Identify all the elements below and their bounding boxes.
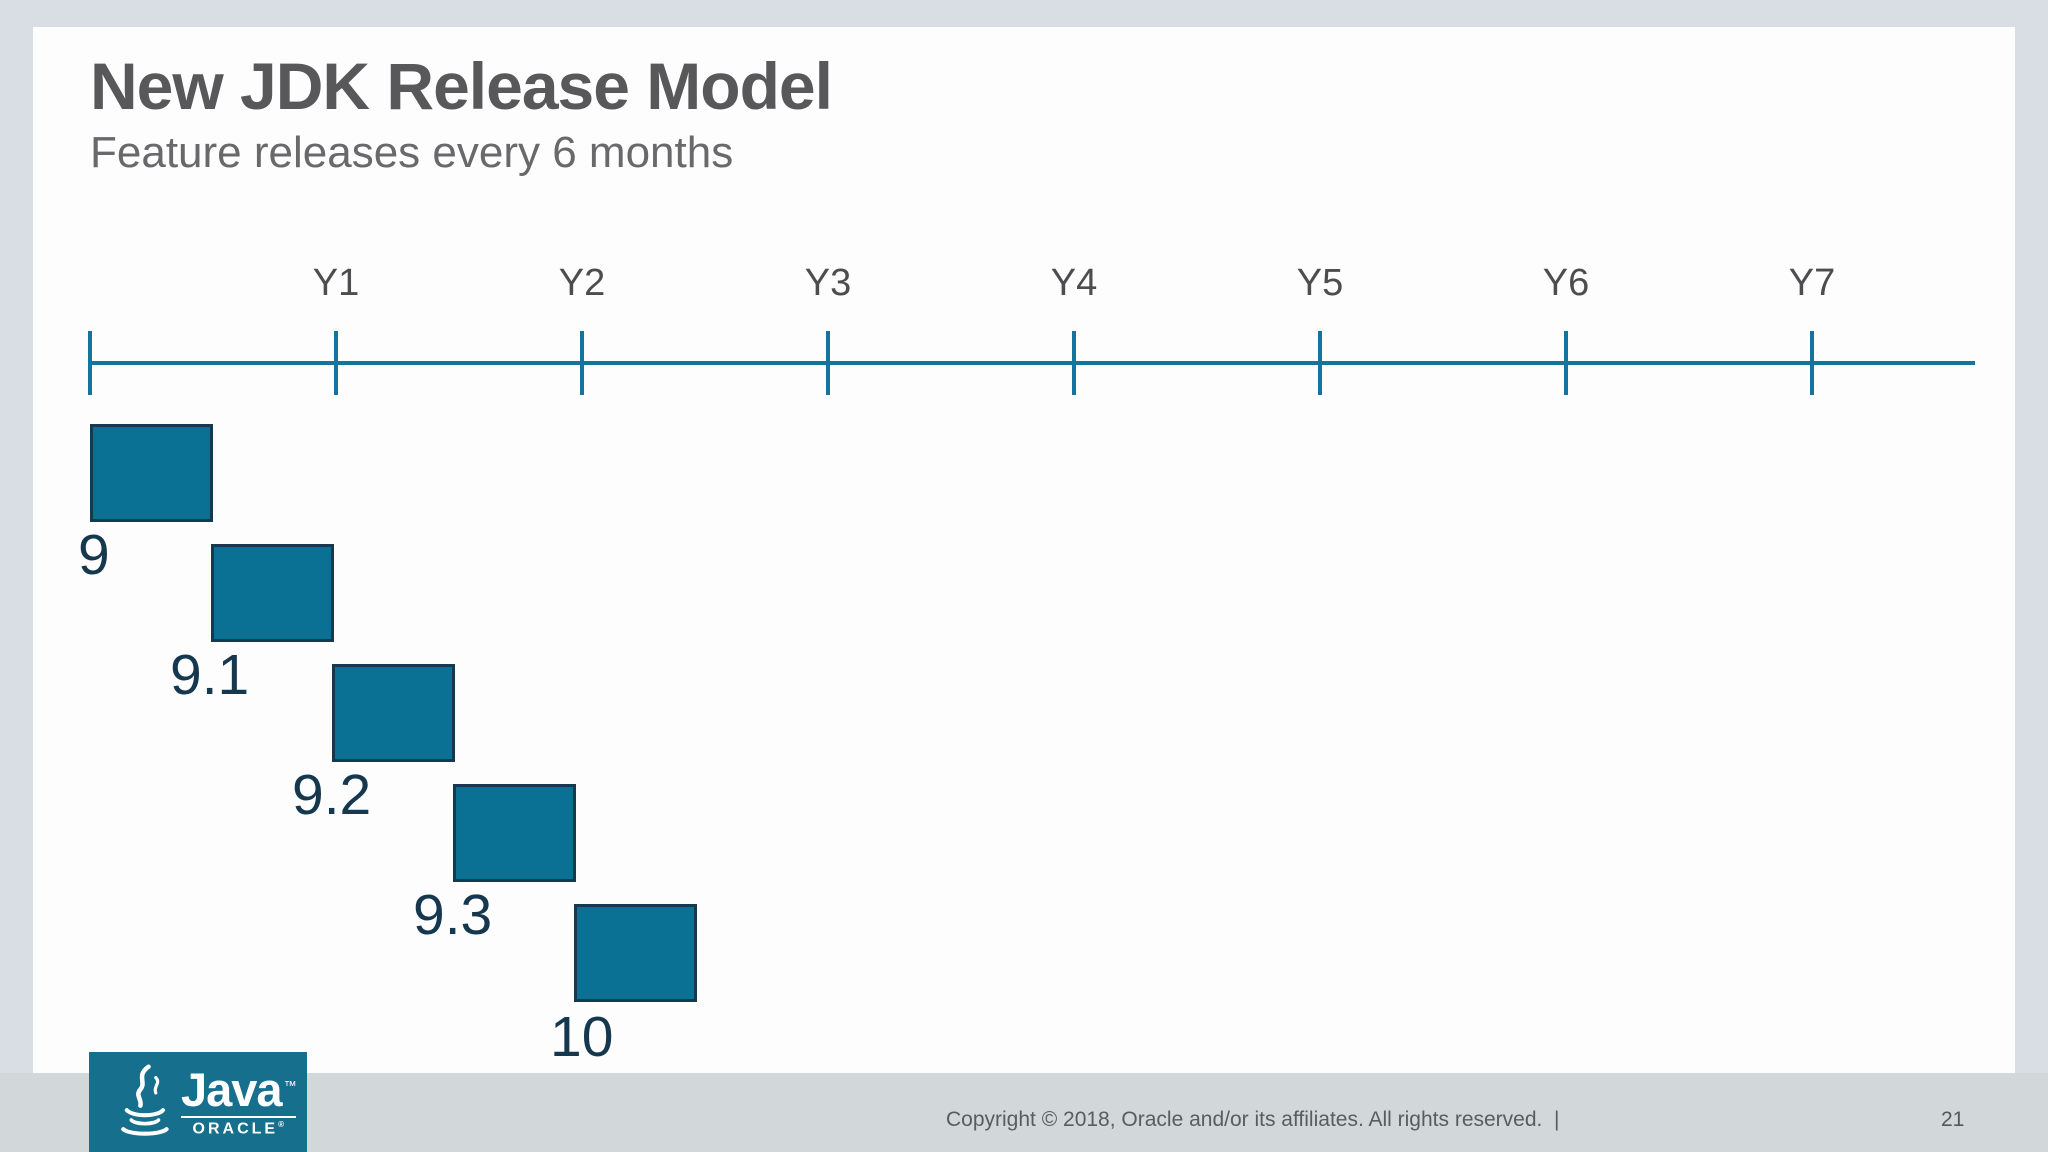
timeline-year-label: Y7 <box>1788 262 1836 304</box>
registered-symbol: ® <box>278 1120 285 1130</box>
trademark-symbol: ™ <box>283 1077 297 1093</box>
timeline-tick-y5 <box>1318 331 1322 395</box>
java-wordmark: Java ™ <box>181 1063 297 1117</box>
release-box-9-2 <box>332 664 455 762</box>
java-cup-icon <box>121 1064 169 1136</box>
slide-subtitle: Feature releases every 6 months <box>90 128 734 177</box>
release-label: 9.3 <box>413 883 493 947</box>
timeline-tick-y1 <box>334 331 338 395</box>
timeline-tick-y3 <box>826 331 830 395</box>
release-box-9-3 <box>453 784 576 882</box>
timeline-year-label: Y1 <box>312 262 360 304</box>
release-label: 9.2 <box>292 763 372 827</box>
timeline-tick-start <box>88 331 92 395</box>
release-box-10 <box>574 904 697 1002</box>
timeline-year-label: Y3 <box>804 262 852 304</box>
timeline-year-label: Y2 <box>558 262 606 304</box>
timeline-tick-y7 <box>1810 331 1814 395</box>
timeline-tick-y6 <box>1564 331 1568 395</box>
release-box-9-1 <box>211 544 334 642</box>
timeline-axis <box>88 361 1975 365</box>
logo-text-block: Java ™ ORACLE® <box>181 1063 297 1137</box>
release-box-9 <box>90 424 213 522</box>
java-oracle-logo: Java ™ ORACLE® <box>89 1052 307 1152</box>
slide-background <box>33 27 2015 1073</box>
release-label: 10 <box>550 1005 614 1069</box>
page-number: 21 <box>1941 1108 1965 1131</box>
release-label: 9 <box>78 523 110 587</box>
oracle-wordmark: ORACLE® <box>181 1116 296 1137</box>
timeline-year-label: Y6 <box>1542 262 1590 304</box>
slide-title: New JDK Release Model <box>90 49 833 123</box>
timeline-year-label: Y4 <box>1050 262 1098 304</box>
timeline-tick-y4 <box>1072 331 1076 395</box>
java-word: Java <box>181 1063 283 1117</box>
release-label: 9.1 <box>170 643 250 707</box>
footer-band <box>0 1073 2048 1152</box>
copyright-text: Copyright © 2018, Oracle and/or its affi… <box>946 1108 1560 1131</box>
timeline-tick-y2 <box>580 331 584 395</box>
timeline-year-label: Y5 <box>1296 262 1344 304</box>
oracle-word: ORACLE <box>192 1120 279 1138</box>
